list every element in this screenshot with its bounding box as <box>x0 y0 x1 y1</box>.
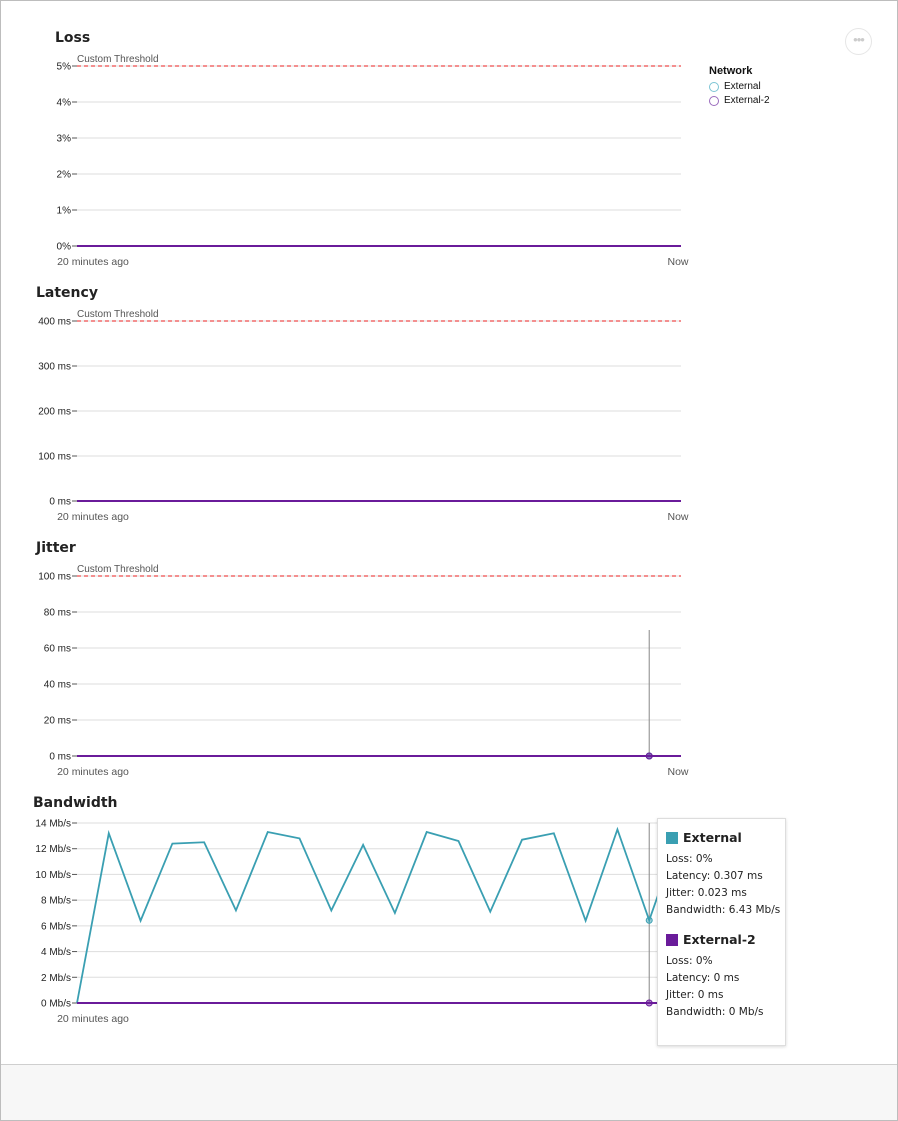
y-tick-label: 0 ms <box>49 752 71 763</box>
hover-point <box>645 752 653 760</box>
chart-bandwidth: 0 Mb/s 2 Mb/s 4 Mb/s 6 Mb/s 8 Mb/s 10 Mb/s 12 … <box>35 819 682 1025</box>
x-label-start: 20 minutes ago <box>57 766 129 778</box>
legend-item-external[interactable]: External <box>709 81 770 92</box>
y-tick-label: 12 Mb/s <box>35 844 71 855</box>
y-tick-label: 0 Mb/s <box>41 999 71 1010</box>
more-horizontal-icon: ••• <box>853 32 865 47</box>
y-tick-label: 2 Mb/s <box>41 973 71 984</box>
threshold-label: Custom Threshold <box>77 309 159 320</box>
threshold-label: Custom Threshold <box>77 564 159 575</box>
y-tick-label: 20 ms <box>44 716 71 727</box>
legend-title: Network <box>709 65 753 77</box>
tooltip-line: Jitter: 0 ms <box>666 989 724 1001</box>
y-tick-label: 60 ms <box>44 644 71 655</box>
chart-title-latency: Latency <box>36 285 98 301</box>
chart-title-bandwidth: Bandwidth <box>33 795 118 811</box>
tooltip-series-name: External <box>683 830 742 845</box>
y-tick-label: 0% <box>57 242 72 253</box>
hover-tooltip: External Loss: 0% Latency: 0.307 ms Jitt… <box>657 818 786 1046</box>
legend-label: External <box>724 81 761 92</box>
more-options-button[interactable]: ••• <box>845 28 872 55</box>
x-label-start: 20 minutes ago <box>57 511 129 523</box>
x-label-start: 20 minutes ago <box>57 1013 129 1025</box>
tooltip-line: Latency: 0 ms <box>666 972 740 984</box>
y-tick-label: 2% <box>57 170 72 181</box>
tooltip-line: Bandwidth: 0 Mb/s <box>666 1006 764 1018</box>
y-tick-label: 3% <box>57 134 72 145</box>
color-swatch <box>666 933 678 946</box>
chart-title-jitter: Jitter <box>36 540 76 556</box>
tooltip-line: Loss: 0% <box>666 955 713 967</box>
circle-icon <box>709 81 719 92</box>
y-tick-label: 14 Mb/s <box>35 819 71 830</box>
legend-label: External-2 <box>724 95 770 106</box>
x-label-end: Now <box>667 511 688 523</box>
y-tick-label: 6 Mb/s <box>41 921 71 932</box>
chart-latency: 0 ms 100 ms 200 ms 300 ms 400 ms Custom Thres… <box>38 309 689 523</box>
series-line-external <box>76 826 682 1004</box>
hover-point <box>645 916 653 924</box>
y-tick-label: 1% <box>57 206 72 217</box>
tooltip-line: Bandwidth: 6.43 Mb/s <box>666 904 781 916</box>
y-tick-label: 100 ms <box>38 572 71 583</box>
legend-item-external-2[interactable]: External-2 <box>709 95 770 106</box>
x-label-start: 20 minutes ago <box>57 256 129 268</box>
legend: Network External External-2 <box>709 65 770 109</box>
y-tick-label: 8 Mb/s <box>41 896 71 907</box>
y-tick-label: 10 Mb/s <box>35 870 71 881</box>
y-tick-label: 100 ms <box>38 452 71 463</box>
chart-jitter: 0 ms 20 ms 40 ms 60 ms 80 ms 100 ms Custom Thr… <box>38 564 689 778</box>
y-tick-label: 0 ms <box>49 497 71 508</box>
tooltip-line: Latency: 0.307 ms <box>666 870 763 882</box>
y-tick-label: 300 ms <box>38 362 71 373</box>
y-tick-label: 80 ms <box>44 608 71 619</box>
chart-title-loss: Loss <box>55 30 91 46</box>
y-tick-label: 4% <box>57 98 72 109</box>
tooltip-line: Jitter: 0.023 ms <box>666 887 747 899</box>
tooltip-line: Loss: 0% <box>666 853 713 865</box>
y-tick-label: 40 ms <box>44 680 71 691</box>
chart-loss: 0% 1% 2% 3% 4% 5% Custom Threshold 20 minutes a… <box>57 54 689 268</box>
color-swatch <box>666 831 678 844</box>
circle-icon <box>709 95 719 106</box>
y-tick-label: 4 Mb/s <box>41 947 71 958</box>
hover-point <box>645 999 653 1007</box>
y-tick-label: 400 ms <box>38 317 71 328</box>
y-tick-label: 5% <box>57 62 72 73</box>
tooltip-series-name: External-2 <box>683 932 756 947</box>
threshold-label: Custom Threshold <box>77 54 159 65</box>
y-tick-label: 200 ms <box>38 407 71 418</box>
x-label-end: Now <box>667 766 688 778</box>
x-label-end: Now <box>667 256 688 268</box>
tooltip-group-external: External Loss: 0% Latency: 0.307 ms Jitt… <box>666 830 781 919</box>
tooltip-group-external-2: External-2 Loss: 0% Latency: 0 ms Jitter… <box>666 932 777 1021</box>
footer-bar <box>1 1064 897 1120</box>
